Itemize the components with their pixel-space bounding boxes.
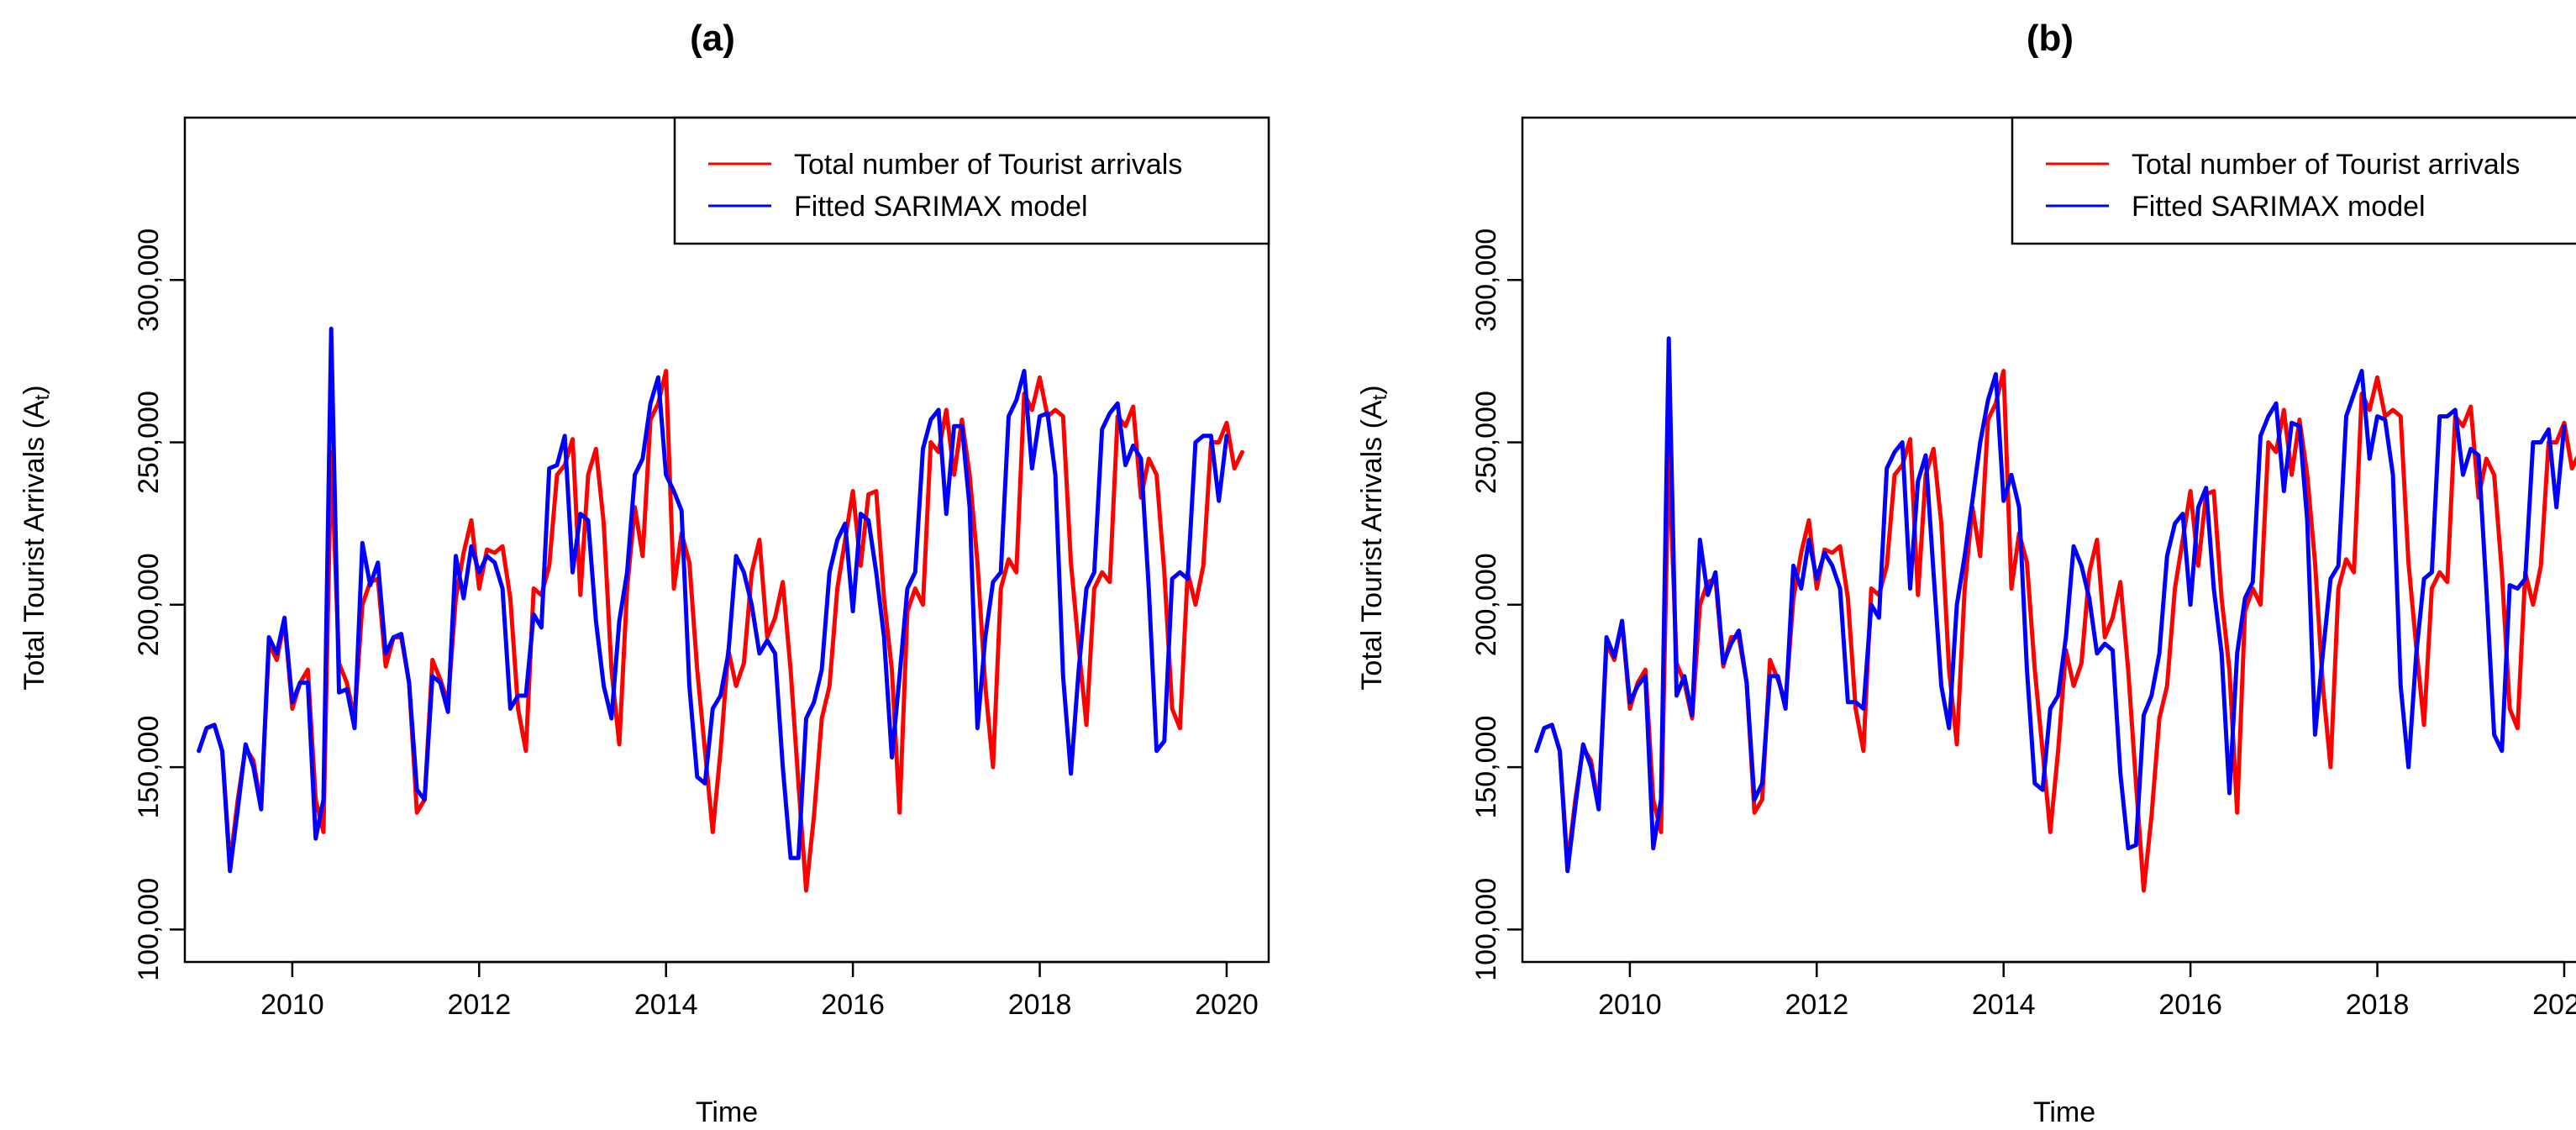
legend: Total number of Tourist arrivals Fitted … bbox=[673, 116, 1270, 245]
y-tick-label: 150,000 bbox=[133, 716, 165, 819]
x-tick-label: 2020 bbox=[1195, 989, 1259, 1021]
x-tick-label: 2018 bbox=[2346, 989, 2410, 1021]
y-tick-label: 100,000 bbox=[1470, 878, 1502, 981]
x-axis: 2010 2012 2014 2016 2018 2020 bbox=[1598, 960, 2576, 1021]
panel-title: (b) bbox=[2027, 18, 2074, 59]
y-axis-label-subscript: t bbox=[31, 394, 54, 400]
legend-box bbox=[673, 116, 1270, 245]
y-axis-label-close: ) bbox=[1356, 385, 1388, 394]
x-axis-label: Time bbox=[2033, 1096, 2095, 1128]
series-line-fitted bbox=[1534, 336, 2567, 874]
x-axis-label: Time bbox=[696, 1096, 758, 1128]
y-tick-label: 150,000 bbox=[1470, 716, 1502, 819]
panel-a: (a) 2010 2012 2014 2016 2018 2020 100,000 150,… bbox=[18, 18, 1270, 1128]
y-axis: 100,000 150,000 200,000 250,000 300,000 bbox=[133, 229, 187, 981]
y-axis-label-main: Total Tourist Arrivals (A bbox=[18, 400, 50, 690]
legend-label-fitted: Fitted SARIMAX model bbox=[2132, 191, 2426, 223]
legend-label-actual: Total number of Tourist arrivals bbox=[2132, 149, 2520, 181]
y-axis: 100,000 150,000 200,000 250,000 300,000 bbox=[1470, 229, 1524, 981]
y-axis-label: Total Tourist Arrivals (At) bbox=[1356, 385, 1391, 690]
x-tick-label: 2014 bbox=[1972, 989, 2036, 1021]
x-tick-label: 2014 bbox=[634, 989, 698, 1021]
y-axis-label: Total Tourist Arrivals (At) bbox=[18, 385, 54, 690]
x-tick-label: 2020 bbox=[2532, 989, 2576, 1021]
y-tick-label: 250,000 bbox=[1470, 391, 1502, 494]
y-tick-label: 200,000 bbox=[133, 553, 165, 656]
legend-box bbox=[2011, 116, 2576, 245]
y-tick-label: 300,000 bbox=[1470, 229, 1502, 332]
legend-label-fitted: Fitted SARIMAX model bbox=[794, 191, 1088, 223]
legend: Total number of Tourist arrivals Fitted … bbox=[2011, 116, 2576, 245]
x-tick-label: 2010 bbox=[1598, 989, 1662, 1021]
panel-title: (a) bbox=[690, 18, 735, 59]
series-line-fitted bbox=[197, 326, 1229, 874]
x-tick-label: 2016 bbox=[2158, 989, 2222, 1021]
y-tick-label: 250,000 bbox=[133, 391, 165, 494]
x-tick-label: 2016 bbox=[821, 989, 885, 1021]
series-layer bbox=[197, 326, 1244, 893]
y-tick-label: 100,000 bbox=[133, 878, 165, 981]
panel-b: (b) 2010 2012 2014 2016 2018 2020 100,000 150,… bbox=[1356, 18, 2576, 1128]
legend-label-actual: Total number of Tourist arrivals bbox=[794, 149, 1182, 181]
y-axis-label-close: ) bbox=[18, 385, 50, 394]
y-axis-label-subscript: t bbox=[1369, 394, 1391, 400]
x-tick-label: 2012 bbox=[1785, 989, 1848, 1021]
series-line-actual bbox=[197, 369, 1244, 893]
y-tick-label: 300,000 bbox=[133, 229, 165, 332]
series-layer bbox=[1534, 336, 2576, 893]
y-axis-label-main: Total Tourist Arrivals (A bbox=[1356, 400, 1388, 690]
x-tick-label: 2018 bbox=[1008, 989, 1072, 1021]
y-tick-label: 200,000 bbox=[1470, 553, 1502, 656]
x-tick-label: 2012 bbox=[447, 989, 511, 1021]
x-axis: 2010 2012 2014 2016 2018 2020 bbox=[260, 960, 1259, 1021]
x-tick-label: 2010 bbox=[260, 989, 324, 1021]
